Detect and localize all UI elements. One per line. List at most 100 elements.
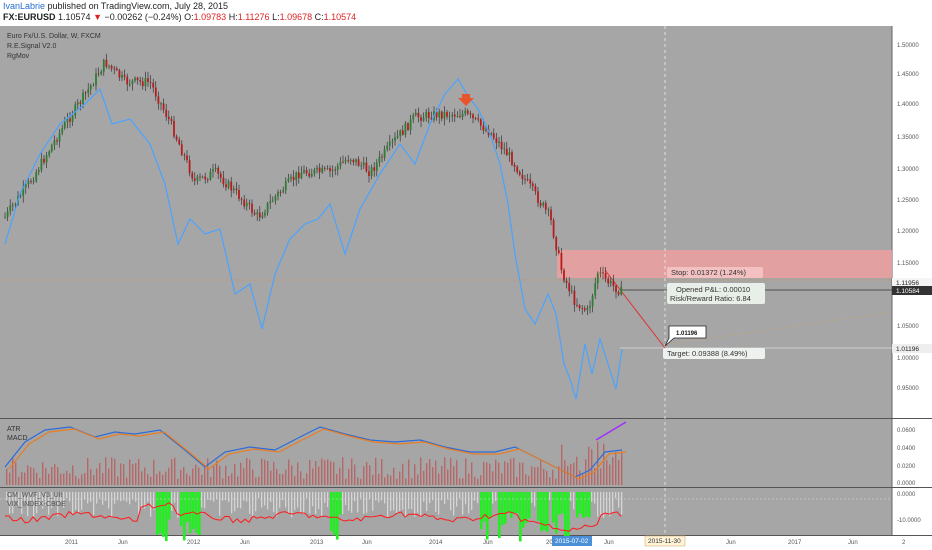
histogram-bar — [93, 475, 95, 485]
candle-body — [365, 162, 368, 172]
candle-body — [27, 181, 30, 185]
candle-body — [303, 170, 305, 173]
wvf-bar — [207, 492, 209, 500]
indicator-pane-bg[interactable] — [0, 419, 892, 487]
candle-body — [274, 196, 277, 201]
histogram-bar — [90, 469, 92, 485]
stop-label-box[interactable] — [667, 267, 763, 278]
highlight-date: 2015-07-02 — [555, 538, 589, 545]
candle-body — [412, 115, 415, 120]
candle-body — [565, 280, 568, 283]
main-y-tick: 1.05000 — [897, 324, 919, 330]
wvf-alert-bar — [516, 492, 519, 514]
price-tag-stop-text: 1.11956 — [896, 280, 919, 287]
wvf-bar — [105, 492, 107, 501]
candle-body — [284, 181, 287, 191]
target-callout[interactable] — [664, 325, 707, 347]
histogram-bar — [324, 460, 326, 485]
main-pane-bg[interactable] — [0, 26, 892, 418]
histogram-bar — [459, 478, 461, 485]
histogram-bar — [369, 465, 371, 485]
candle-body — [594, 283, 597, 296]
histogram-bar — [318, 466, 320, 485]
candle-body — [552, 220, 555, 238]
candle-body — [4, 216, 6, 218]
wvf-bar — [354, 492, 356, 502]
pnl-box[interactable] — [667, 283, 765, 304]
candle-body — [422, 117, 425, 121]
wvf-bar — [150, 492, 152, 517]
candle-body — [82, 92, 84, 104]
wvf-bar — [216, 492, 218, 500]
histogram-bar — [36, 472, 38, 485]
candle-body — [609, 281, 612, 284]
histogram-bar — [48, 473, 50, 485]
histogram-bar — [9, 472, 11, 485]
candle-body — [123, 75, 126, 77]
candle-body — [448, 116, 451, 117]
trend-line[interactable] — [595, 421, 627, 441]
symbol-label[interactable]: FX:EURUSD — [3, 12, 56, 22]
main-y-tick: 1.25000 — [897, 198, 919, 204]
wvf-bar — [90, 492, 92, 502]
author-link[interactable]: IvanLabrie — [3, 1, 46, 11]
candle-body — [217, 167, 220, 174]
wvf-bar — [618, 492, 620, 508]
histogram-bar — [87, 457, 89, 485]
target-label-box[interactable] — [663, 348, 765, 359]
chart-header: IvanLabrie published on TradingView.com,… — [0, 0, 932, 22]
candle-body — [521, 174, 524, 180]
candle-body — [11, 205, 14, 206]
wvf-bar — [306, 492, 308, 499]
wvf-alert-bar — [486, 492, 489, 540]
candle-body — [204, 176, 207, 180]
candle-body — [175, 136, 178, 140]
candle-body — [399, 130, 402, 136]
histogram-bar — [24, 472, 26, 485]
wvf-alert-bar — [498, 492, 501, 538]
candle-body — [196, 176, 199, 181]
wvf-bar — [609, 492, 611, 517]
chart-area[interactable]: Euro Fx/U.S. Dollar, W, FXCM R.E.Signal … — [0, 22, 932, 550]
pane2-y-tick: 0.0600 — [897, 428, 916, 434]
wvf-alert-bar — [522, 492, 525, 528]
histogram-bar — [483, 462, 485, 485]
histogram-bar — [375, 457, 377, 485]
candle-body — [71, 115, 74, 122]
candle-body — [349, 159, 352, 162]
histogram-bar — [111, 457, 113, 485]
low-label: L: — [272, 12, 280, 22]
histogram-bar — [558, 466, 560, 485]
candle-body — [451, 114, 454, 117]
candle-body — [160, 103, 162, 105]
projection-line[interactable] — [604, 269, 666, 349]
candle-body — [212, 169, 214, 172]
histogram-bar — [114, 458, 116, 485]
candle-body — [113, 68, 116, 70]
candle-body — [321, 167, 324, 173]
wvf-alert-bar — [186, 492, 189, 522]
candle-body — [199, 176, 201, 178]
wvf-bar — [444, 492, 446, 505]
candle-body — [287, 178, 290, 182]
wvf-bar — [594, 492, 596, 504]
candle-body — [477, 118, 480, 120]
histogram-bar — [177, 478, 179, 485]
wvf-bar — [36, 492, 38, 514]
histogram-bar — [222, 478, 224, 485]
wvf-pane-bg[interactable] — [0, 488, 892, 535]
candle-body — [37, 170, 40, 173]
histogram-bar — [234, 463, 236, 485]
candle-body — [118, 70, 121, 78]
wvf-alert-bar — [525, 492, 528, 524]
histogram-bar — [99, 463, 101, 485]
candle-body — [326, 168, 329, 169]
candle-body — [485, 129, 487, 131]
histogram-bar — [465, 458, 467, 485]
histogram-bar — [501, 473, 503, 485]
wvf-bar — [603, 492, 605, 518]
wvf-bar — [279, 492, 281, 508]
wvf-alert-bar — [528, 492, 531, 519]
histogram-bar — [378, 473, 380, 485]
candle-body — [56, 140, 58, 142]
